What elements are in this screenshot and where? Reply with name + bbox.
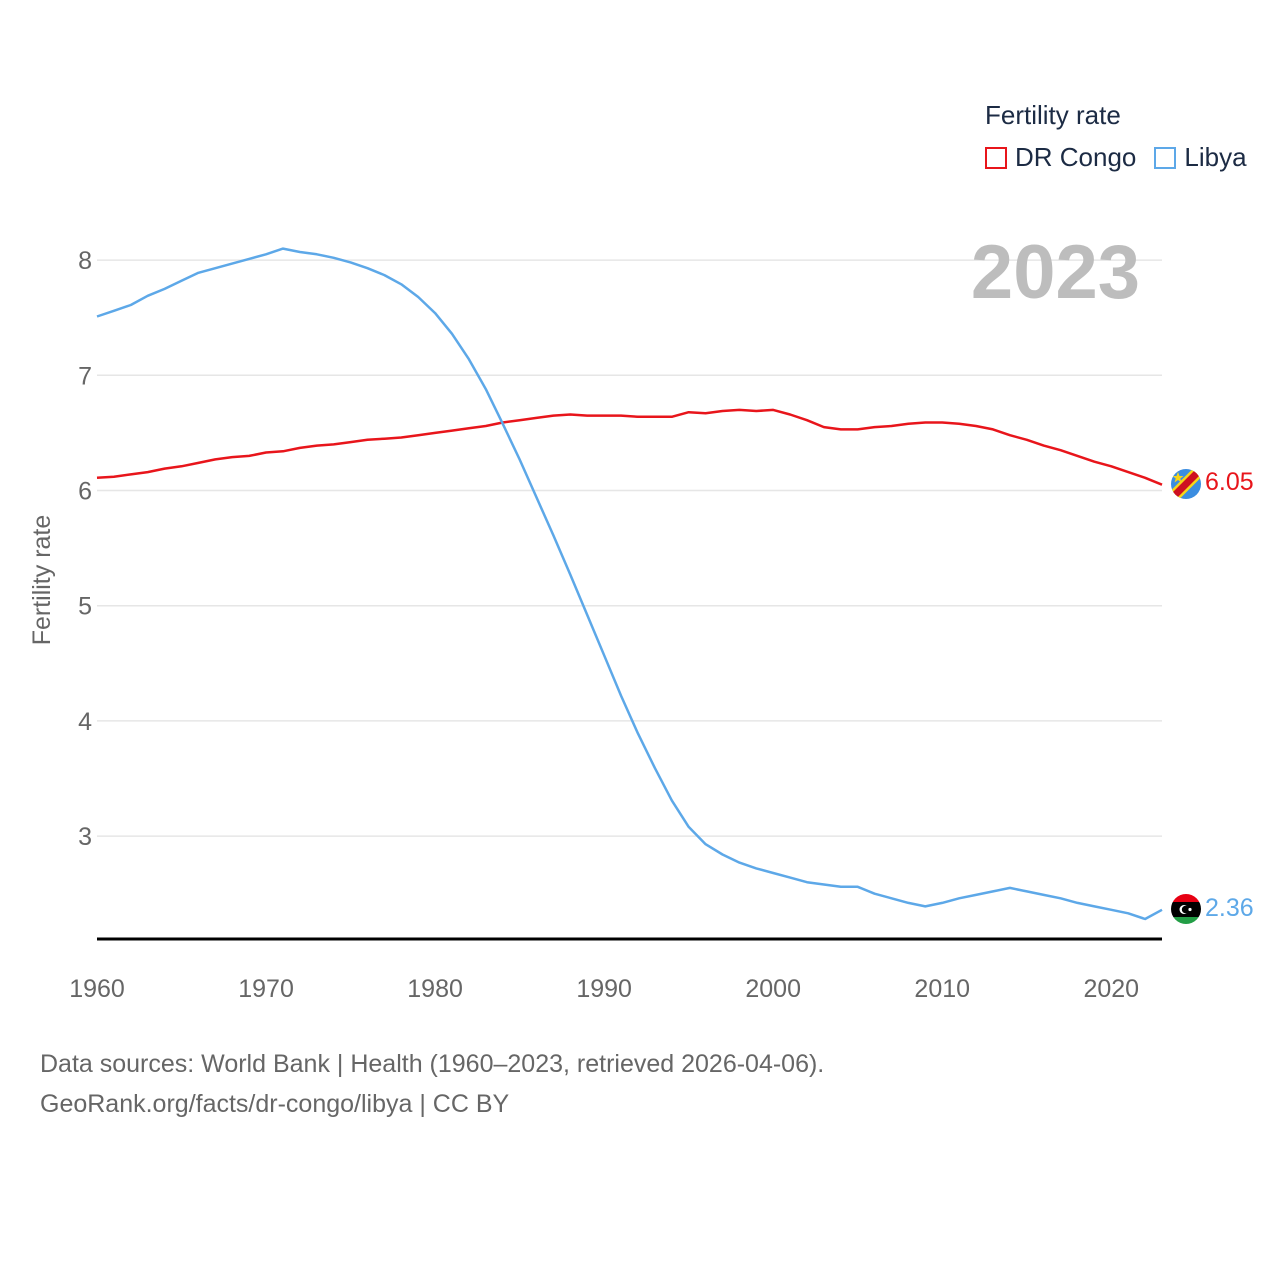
legend-item-libya[interactable]: Libya: [1154, 142, 1247, 173]
y-tick-label: 4: [78, 708, 92, 736]
legend-title: Fertility rate: [985, 100, 1121, 130]
source-line-1: Data sources: World Bank | Health (1960–…: [40, 1050, 825, 1078]
legend-swatch-dr-congo: [985, 146, 1007, 169]
x-tick-label: 2000: [745, 975, 801, 1003]
legend-label-libya: Libya: [1184, 142, 1247, 172]
series-line-dr-congo: [96, 408, 1163, 486]
legend-item-dr-congo[interactable]: DR Congo: [985, 142, 1136, 173]
x-tick-label: 1970: [238, 975, 294, 1003]
dr-congo-flag-icon: [1171, 469, 1201, 499]
legend-swatch-libya: [1154, 146, 1177, 169]
x-tick-label: 1990: [576, 975, 632, 1003]
x-tick-label: 1960: [69, 975, 125, 1003]
y-tick-label: 3: [78, 823, 92, 851]
data-source-note: Data sources: World Bank | Health (1960–…: [40, 1044, 824, 1124]
legend: DR Congo Libya: [985, 142, 1265, 173]
legend-label-dr-congo: DR Congo: [1015, 142, 1137, 172]
x-tick-label: 2020: [1083, 975, 1139, 1003]
dr-congo-end-value: 6.05: [1205, 468, 1254, 496]
y-tick-label: 6: [78, 478, 92, 506]
series-line-libya: [96, 247, 1163, 921]
y-tick-label: 5: [78, 593, 92, 621]
libya-end-value: 2.36: [1205, 894, 1254, 922]
y-tick-label: 7: [78, 362, 92, 390]
libya-flag-icon: [1171, 894, 1201, 924]
year-label: 2023: [971, 230, 1140, 315]
x-tick-label: 1980: [407, 975, 463, 1003]
y-axis-label: Fertility rate: [28, 515, 56, 646]
x-tick-label: 2010: [914, 975, 970, 1003]
source-line-2: GeoRank.org/facts/dr-congo/libya | CC BY: [40, 1090, 510, 1118]
y-tick-label: 8: [78, 247, 92, 275]
